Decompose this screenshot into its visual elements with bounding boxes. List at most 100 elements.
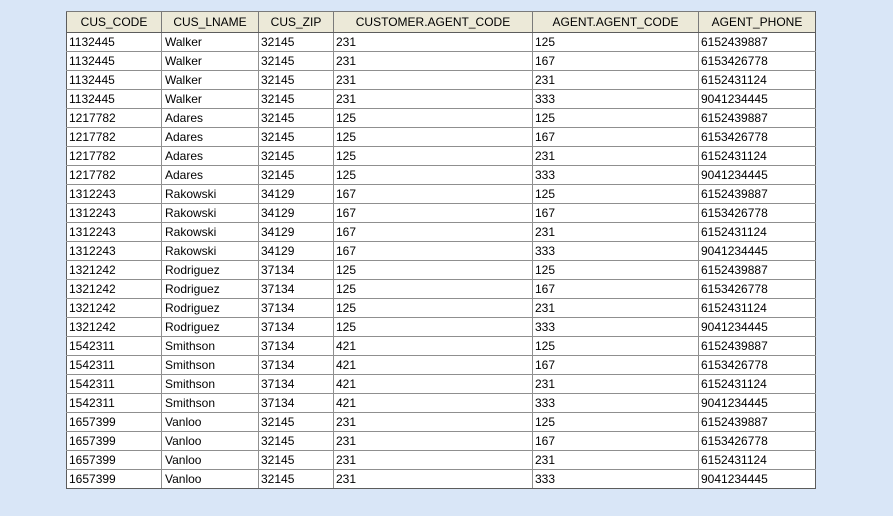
cus-code-cell[interactable]: 1542311 xyxy=(66,336,162,356)
column-header-customer-agent-code[interactable]: CUSTOMER.AGENT_CODE xyxy=(333,11,533,33)
cus-zip-cell[interactable]: 32145 xyxy=(258,32,334,52)
customer-agent-code-cell[interactable]: 167 xyxy=(333,222,533,242)
cus-zip-cell[interactable]: 32145 xyxy=(258,51,334,71)
cus-lname-cell[interactable]: Walker xyxy=(161,51,259,71)
table-row[interactable]: 1657399 Vanloo 32145 231 333 9041234445 xyxy=(66,469,816,489)
table-row[interactable]: 1657399 Vanloo 32145 231 167 6153426778 xyxy=(66,431,816,451)
cus-code-cell[interactable]: 1321242 xyxy=(66,279,162,299)
customer-agent-code-cell[interactable]: 421 xyxy=(333,393,533,413)
cus-lname-cell[interactable]: Vanloo xyxy=(161,450,259,470)
column-header-agent-agent-code[interactable]: AGENT.AGENT_CODE xyxy=(532,11,699,33)
cus-zip-cell[interactable]: 32145 xyxy=(258,70,334,90)
cus-lname-cell[interactable]: Rakowski xyxy=(161,184,259,204)
cus-zip-cell[interactable]: 32145 xyxy=(258,108,334,128)
cus-zip-cell[interactable]: 34129 xyxy=(258,203,334,223)
customer-agent-code-cell[interactable]: 125 xyxy=(333,298,533,318)
agent-phone-cell[interactable]: 6152439887 xyxy=(698,184,816,204)
agent-agent-code-cell[interactable]: 333 xyxy=(532,241,699,261)
table-row[interactable]: 1132445 Walker 32145 231 333 9041234445 xyxy=(66,89,816,109)
cus-zip-cell[interactable]: 32145 xyxy=(258,450,334,470)
agent-agent-code-cell[interactable]: 125 xyxy=(532,412,699,432)
cus-code-cell[interactable]: 1217782 xyxy=(66,127,162,147)
agent-phone-cell[interactable]: 6153426778 xyxy=(698,51,816,71)
column-header-cus-zip[interactable]: CUS_ZIP xyxy=(258,11,334,33)
agent-phone-cell[interactable]: 6152439887 xyxy=(698,412,816,432)
table-row[interactable]: 1542311 Smithson 37134 421 125 6152439887 xyxy=(66,336,816,356)
customer-agent-code-cell[interactable]: 125 xyxy=(333,165,533,185)
cus-code-cell[interactable]: 1217782 xyxy=(66,108,162,128)
cus-zip-cell[interactable]: 32145 xyxy=(258,89,334,109)
cus-zip-cell[interactable]: 32145 xyxy=(258,165,334,185)
cus-lname-cell[interactable]: Rakowski xyxy=(161,203,259,223)
agent-phone-cell[interactable]: 6152431124 xyxy=(698,70,816,90)
cus-code-cell[interactable]: 1132445 xyxy=(66,32,162,52)
customer-agent-code-cell[interactable]: 125 xyxy=(333,108,533,128)
agent-agent-code-cell[interactable]: 167 xyxy=(532,203,699,223)
cus-lname-cell[interactable]: Rodriguez xyxy=(161,279,259,299)
agent-phone-cell[interactable]: 9041234445 xyxy=(698,469,816,489)
table-row[interactable]: 1217782 Adares 32145 125 333 9041234445 xyxy=(66,165,816,185)
column-header-cus-code[interactable]: CUS_CODE xyxy=(66,11,162,33)
agent-phone-cell[interactable]: 6152439887 xyxy=(698,108,816,128)
cus-zip-cell[interactable]: 37134 xyxy=(258,260,334,280)
cus-code-cell[interactable]: 1312243 xyxy=(66,203,162,223)
customer-agent-code-cell[interactable]: 231 xyxy=(333,51,533,71)
cus-zip-cell[interactable]: 37134 xyxy=(258,279,334,299)
cus-lname-cell[interactable]: Walker xyxy=(161,70,259,90)
agent-phone-cell[interactable]: 6153426778 xyxy=(698,127,816,147)
customer-agent-code-cell[interactable]: 231 xyxy=(333,412,533,432)
cus-lname-cell[interactable]: Rodriguez xyxy=(161,260,259,280)
table-row[interactable]: 1312243 Rakowski 34129 167 231 6152431124 xyxy=(66,222,816,242)
agent-agent-code-cell[interactable]: 167 xyxy=(532,355,699,375)
cus-code-cell[interactable]: 1542311 xyxy=(66,374,162,394)
cus-lname-cell[interactable]: Adares xyxy=(161,146,259,166)
customer-agent-code-cell[interactable]: 231 xyxy=(333,431,533,451)
table-row[interactable]: 1542311 Smithson 37134 421 167 6153426778 xyxy=(66,355,816,375)
cus-code-cell[interactable]: 1657399 xyxy=(66,450,162,470)
agent-agent-code-cell[interactable]: 333 xyxy=(532,165,699,185)
cus-zip-cell[interactable]: 34129 xyxy=(258,184,334,204)
agent-phone-cell[interactable]: 9041234445 xyxy=(698,393,816,413)
column-header-agent-phone[interactable]: AGENT_PHONE xyxy=(698,11,816,33)
customer-agent-code-cell[interactable]: 125 xyxy=(333,260,533,280)
cus-zip-cell[interactable]: 32145 xyxy=(258,127,334,147)
table-row[interactable]: 1132445 Walker 32145 231 125 6152439887 xyxy=(66,32,816,52)
cus-code-cell[interactable]: 1542311 xyxy=(66,355,162,375)
agent-agent-code-cell[interactable]: 125 xyxy=(532,184,699,204)
agent-phone-cell[interactable]: 6152431124 xyxy=(698,298,816,318)
table-row[interactable]: 1542311 Smithson 37134 421 231 6152431124 xyxy=(66,374,816,394)
cus-lname-cell[interactable]: Smithson xyxy=(161,355,259,375)
cus-lname-cell[interactable]: Adares xyxy=(161,165,259,185)
table-row[interactable]: 1217782 Adares 32145 125 125 6152439887 xyxy=(66,108,816,128)
cus-lname-cell[interactable]: Rakowski xyxy=(161,222,259,242)
customer-agent-code-cell[interactable]: 125 xyxy=(333,146,533,166)
table-row[interactable]: 1657399 Vanloo 32145 231 231 6152431124 xyxy=(66,450,816,470)
agent-agent-code-cell[interactable]: 231 xyxy=(532,298,699,318)
cus-lname-cell[interactable]: Smithson xyxy=(161,393,259,413)
cus-zip-cell[interactable]: 37134 xyxy=(258,298,334,318)
customer-agent-code-cell[interactable]: 125 xyxy=(333,127,533,147)
cus-code-cell[interactable]: 1132445 xyxy=(66,89,162,109)
customer-agent-code-cell[interactable]: 231 xyxy=(333,89,533,109)
agent-phone-cell[interactable]: 9041234445 xyxy=(698,89,816,109)
agent-phone-cell[interactable]: 6152431124 xyxy=(698,374,816,394)
cus-zip-cell[interactable]: 32145 xyxy=(258,146,334,166)
cus-lname-cell[interactable]: Smithson xyxy=(161,336,259,356)
agent-agent-code-cell[interactable]: 167 xyxy=(532,431,699,451)
cus-zip-cell[interactable]: 37134 xyxy=(258,374,334,394)
table-row[interactable]: 1312243 Rakowski 34129 167 333 9041234445 xyxy=(66,241,816,261)
agent-agent-code-cell[interactable]: 231 xyxy=(532,450,699,470)
agent-agent-code-cell[interactable]: 333 xyxy=(532,317,699,337)
customer-agent-code-cell[interactable]: 231 xyxy=(333,32,533,52)
cus-lname-cell[interactable]: Walker xyxy=(161,32,259,52)
agent-phone-cell[interactable]: 6152431124 xyxy=(698,450,816,470)
cus-code-cell[interactable]: 1312243 xyxy=(66,184,162,204)
cus-zip-cell[interactable]: 32145 xyxy=(258,431,334,451)
agent-agent-code-cell[interactable]: 125 xyxy=(532,32,699,52)
cus-lname-cell[interactable]: Vanloo xyxy=(161,431,259,451)
cus-lname-cell[interactable]: Vanloo xyxy=(161,412,259,432)
table-row[interactable]: 1321242 Rodriguez 37134 125 333 9041234445 xyxy=(66,317,816,337)
cus-zip-cell[interactable]: 34129 xyxy=(258,241,334,261)
agent-agent-code-cell[interactable]: 231 xyxy=(532,70,699,90)
agent-phone-cell[interactable]: 9041234445 xyxy=(698,165,816,185)
